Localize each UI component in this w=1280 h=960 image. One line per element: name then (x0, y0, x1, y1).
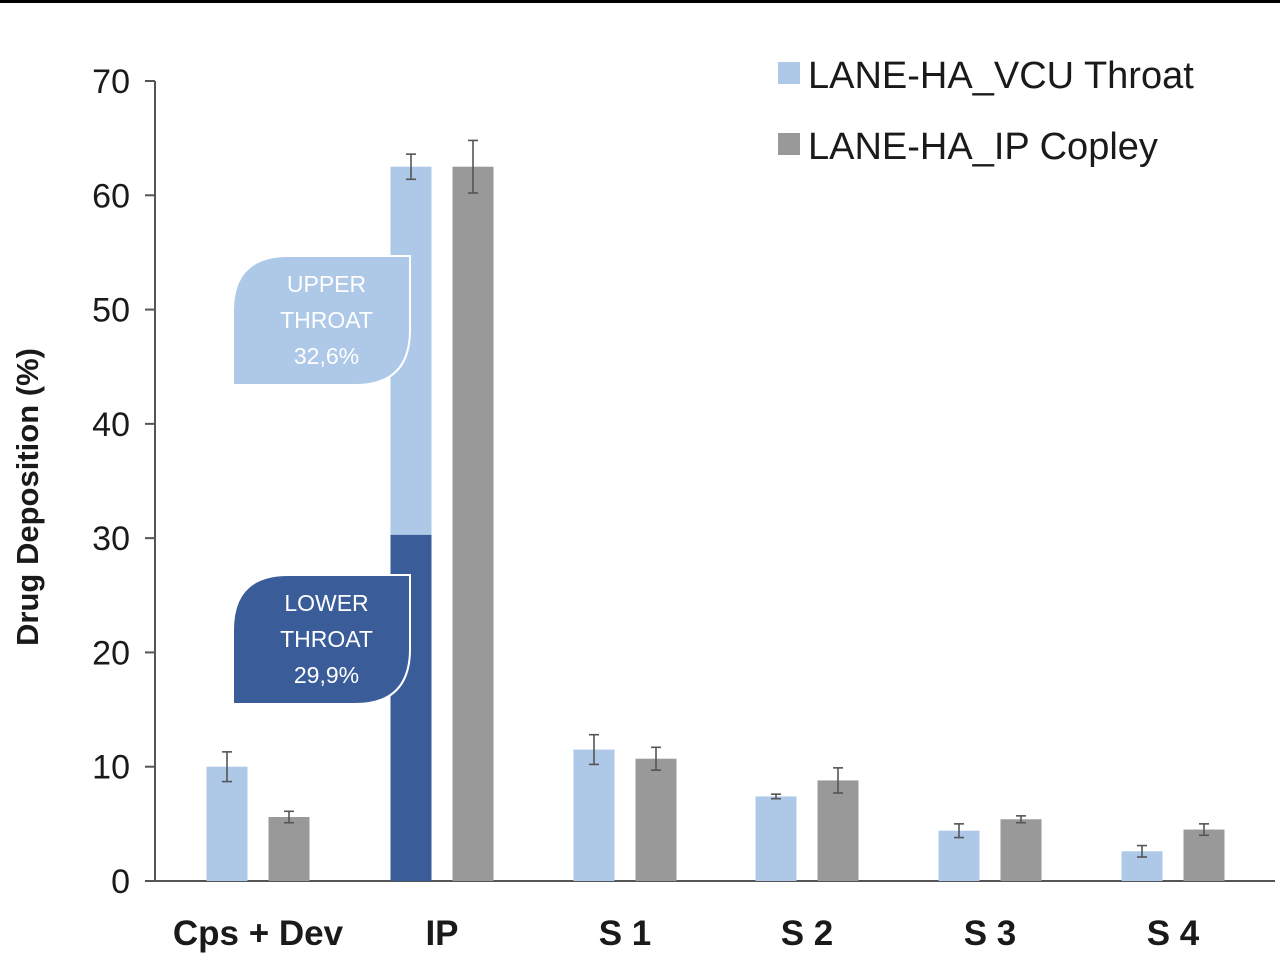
y-tick-label: 60 (92, 177, 130, 215)
callout-text: THROAT (280, 307, 373, 333)
category-label: S 2 (781, 914, 834, 953)
callout-text: 29,9% (294, 662, 359, 688)
bar (938, 830, 980, 881)
callout-text: 32,6% (294, 343, 359, 369)
bar (206, 766, 248, 881)
callout-text: UPPER (287, 271, 366, 297)
callout-text: THROAT (280, 626, 373, 652)
bar (817, 780, 859, 881)
category-label: Cps + Dev (173, 914, 344, 953)
top-border (0, 0, 1280, 3)
y-axis-label-group: Drug Deposition (%) (10, 348, 45, 646)
legend-label: LANE-HA_IP Copley (808, 126, 1158, 168)
bar (1000, 819, 1042, 881)
category-label: IP (425, 914, 458, 953)
y-tick-label: 20 (92, 634, 130, 672)
y-tick-label: 10 (92, 749, 130, 787)
category-label: S 4 (1147, 914, 1200, 953)
legend: LANE-HA_VCU Throat LANE-HA_IP Copley (778, 55, 1194, 168)
y-tick-label: 50 (92, 292, 130, 330)
bar (268, 817, 310, 881)
category-label: S 1 (599, 914, 652, 953)
y-tick-label: 70 (92, 63, 130, 101)
legend-label: LANE-HA_VCU Throat (808, 55, 1194, 97)
category-labels: Cps + Dev IP S 1 S 2 S 3 S 4 (173, 914, 1200, 953)
y-tick-label: 0 (111, 863, 130, 901)
category-label: S 3 (964, 914, 1017, 953)
legend-swatch (778, 62, 800, 84)
y-tick-label: 40 (92, 406, 130, 444)
legend-swatch (778, 133, 800, 155)
callout-shape (232, 255, 411, 386)
y-axis-label: Drug Deposition (%) (10, 348, 45, 646)
bar (755, 796, 797, 881)
callout-text: LOWER (284, 590, 368, 616)
callout-shape (232, 574, 411, 705)
error-bars (222, 139, 1209, 858)
callouts: UPPER THROAT 32,6% LOWER THROAT 29,9% (232, 255, 411, 705)
bar (1183, 829, 1225, 881)
axes: 0 10 20 30 40 50 60 70 (92, 63, 1275, 901)
bar (635, 758, 677, 881)
bar (452, 166, 494, 881)
bar (573, 749, 615, 881)
y-tick-label: 30 (92, 520, 130, 558)
